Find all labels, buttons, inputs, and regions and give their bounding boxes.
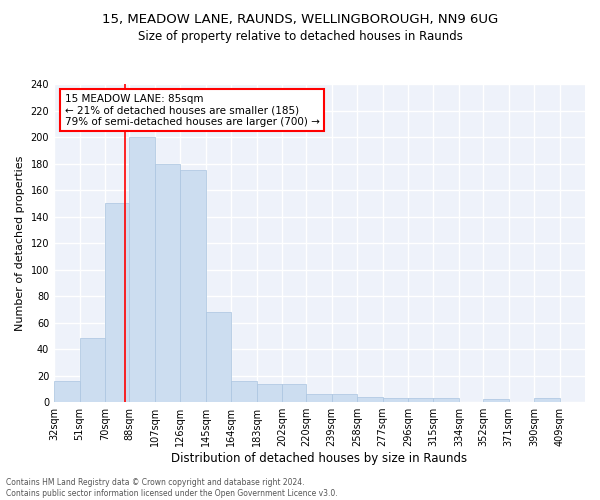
Bar xyxy=(483,400,509,402)
Bar xyxy=(206,312,231,402)
Text: 15, MEADOW LANE, RAUNDS, WELLINGBOROUGH, NN9 6UG: 15, MEADOW LANE, RAUNDS, WELLINGBOROUGH,… xyxy=(102,12,498,26)
Bar xyxy=(54,381,80,402)
Bar xyxy=(534,398,560,402)
Bar xyxy=(129,137,155,402)
Text: Size of property relative to detached houses in Raunds: Size of property relative to detached ho… xyxy=(137,30,463,43)
Bar xyxy=(180,170,206,402)
Bar xyxy=(282,384,306,402)
Bar xyxy=(155,164,180,402)
Bar xyxy=(357,397,383,402)
Bar xyxy=(408,398,433,402)
Bar xyxy=(332,394,357,402)
Bar xyxy=(80,338,105,402)
Text: Contains HM Land Registry data © Crown copyright and database right 2024.
Contai: Contains HM Land Registry data © Crown c… xyxy=(6,478,338,498)
Bar xyxy=(231,381,257,402)
Text: 15 MEADOW LANE: 85sqm
← 21% of detached houses are smaller (185)
79% of semi-det: 15 MEADOW LANE: 85sqm ← 21% of detached … xyxy=(65,94,320,126)
Y-axis label: Number of detached properties: Number of detached properties xyxy=(15,156,25,330)
Bar xyxy=(257,384,282,402)
Bar xyxy=(105,204,129,402)
X-axis label: Distribution of detached houses by size in Raunds: Distribution of detached houses by size … xyxy=(172,452,467,465)
Bar xyxy=(433,398,459,402)
Bar xyxy=(383,398,408,402)
Bar xyxy=(306,394,332,402)
